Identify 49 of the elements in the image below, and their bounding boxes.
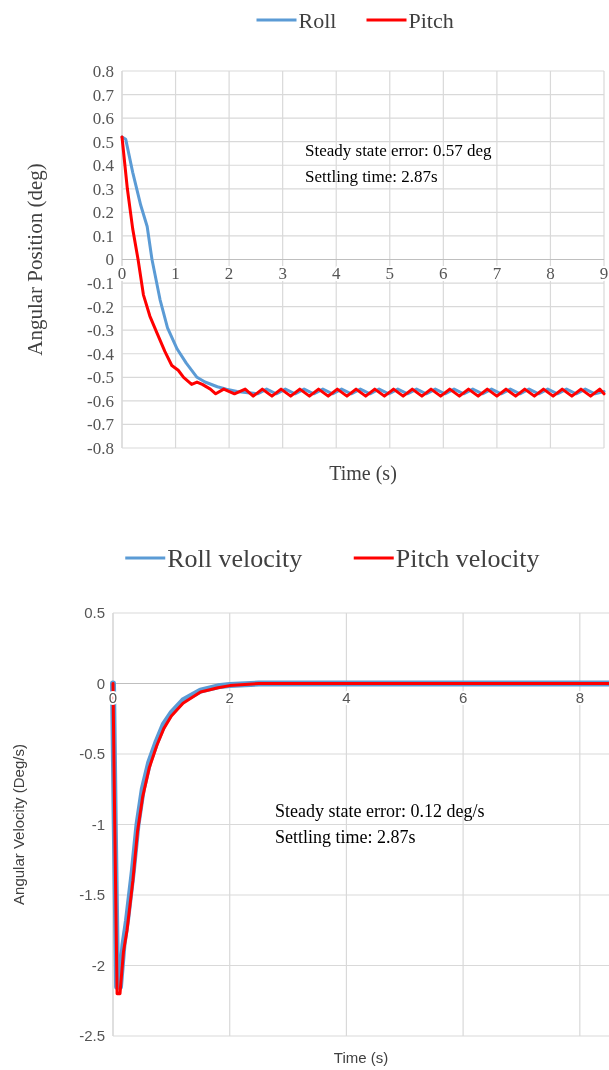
y-tick-label: 0 [105, 250, 114, 270]
annotation: Settling time: 2.87s [275, 827, 416, 847]
y-tick-label: 0.6 [92, 109, 114, 129]
y-tick-label: -0.8 [87, 438, 114, 458]
x-tick-label: 7 [492, 264, 502, 284]
y-axis-title: Angular Velocity (Deg/s) [10, 744, 27, 905]
y-tick-label: 0.1 [92, 226, 114, 246]
legend-label: Pitch velocity [395, 544, 540, 574]
y-tick-label: -0.4 [87, 344, 115, 364]
x-tick-label: 2 [224, 264, 234, 284]
y-tick-label: 0.3 [92, 179, 114, 199]
y-tick-label: -0.3 [87, 321, 114, 341]
y-tick-label: 0.7 [92, 85, 115, 105]
x-tick-label: 1 [171, 264, 180, 284]
legend-label: Pitch [408, 7, 454, 33]
y-tick-label: 0.4 [92, 156, 115, 176]
annotation: Settling time: 2.87s [305, 167, 438, 186]
y-tick-label: -2 [91, 956, 105, 974]
y-tick-label: -0.5 [79, 745, 105, 763]
x-tick-label: 2 [225, 688, 234, 706]
y-tick-label: 0.8 [92, 61, 114, 81]
y-axis-title: Angular Position (deg) [23, 163, 47, 356]
y-tick-label: 0.5 [92, 132, 114, 152]
y-tick-label: -0.6 [87, 391, 114, 411]
x-tick-label: 9 [599, 264, 609, 284]
x-tick-label: 8 [546, 264, 555, 284]
y-tick-label: 0.5 [84, 604, 105, 622]
x-tick-label: 4 [342, 688, 351, 706]
y-tick-label: -0.5 [87, 368, 114, 388]
y-tick-label: -0.7 [87, 415, 115, 435]
y-tick-label: -0.1 [87, 274, 114, 294]
annotation: Steady state error: 0.12 deg/s [275, 801, 485, 821]
y-tick-label: 0 [96, 674, 105, 692]
x-tick-label: 8 [575, 688, 584, 706]
x-axis-title: Time (s) [329, 462, 397, 485]
x-tick-label: 6 [458, 688, 468, 706]
y-tick-label: 0.2 [92, 203, 114, 223]
y-tick-label: -1.5 [79, 886, 105, 904]
x-tick-label: 3 [278, 264, 287, 284]
x-tick-label: 5 [385, 264, 395, 284]
legend-label: Roll [298, 7, 337, 33]
x-tick-label: 6 [439, 264, 448, 284]
y-tick-label: -2.5 [79, 1027, 105, 1045]
y-tick-label: -1 [91, 815, 105, 833]
y-tick-label: -0.2 [87, 297, 114, 317]
x-tick-label: 4 [331, 264, 341, 284]
legend-label: Roll velocity [167, 544, 303, 574]
x-axis-title: Time (s) [333, 1049, 389, 1066]
annotation: Steady state error: 0.57 deg [305, 141, 492, 160]
